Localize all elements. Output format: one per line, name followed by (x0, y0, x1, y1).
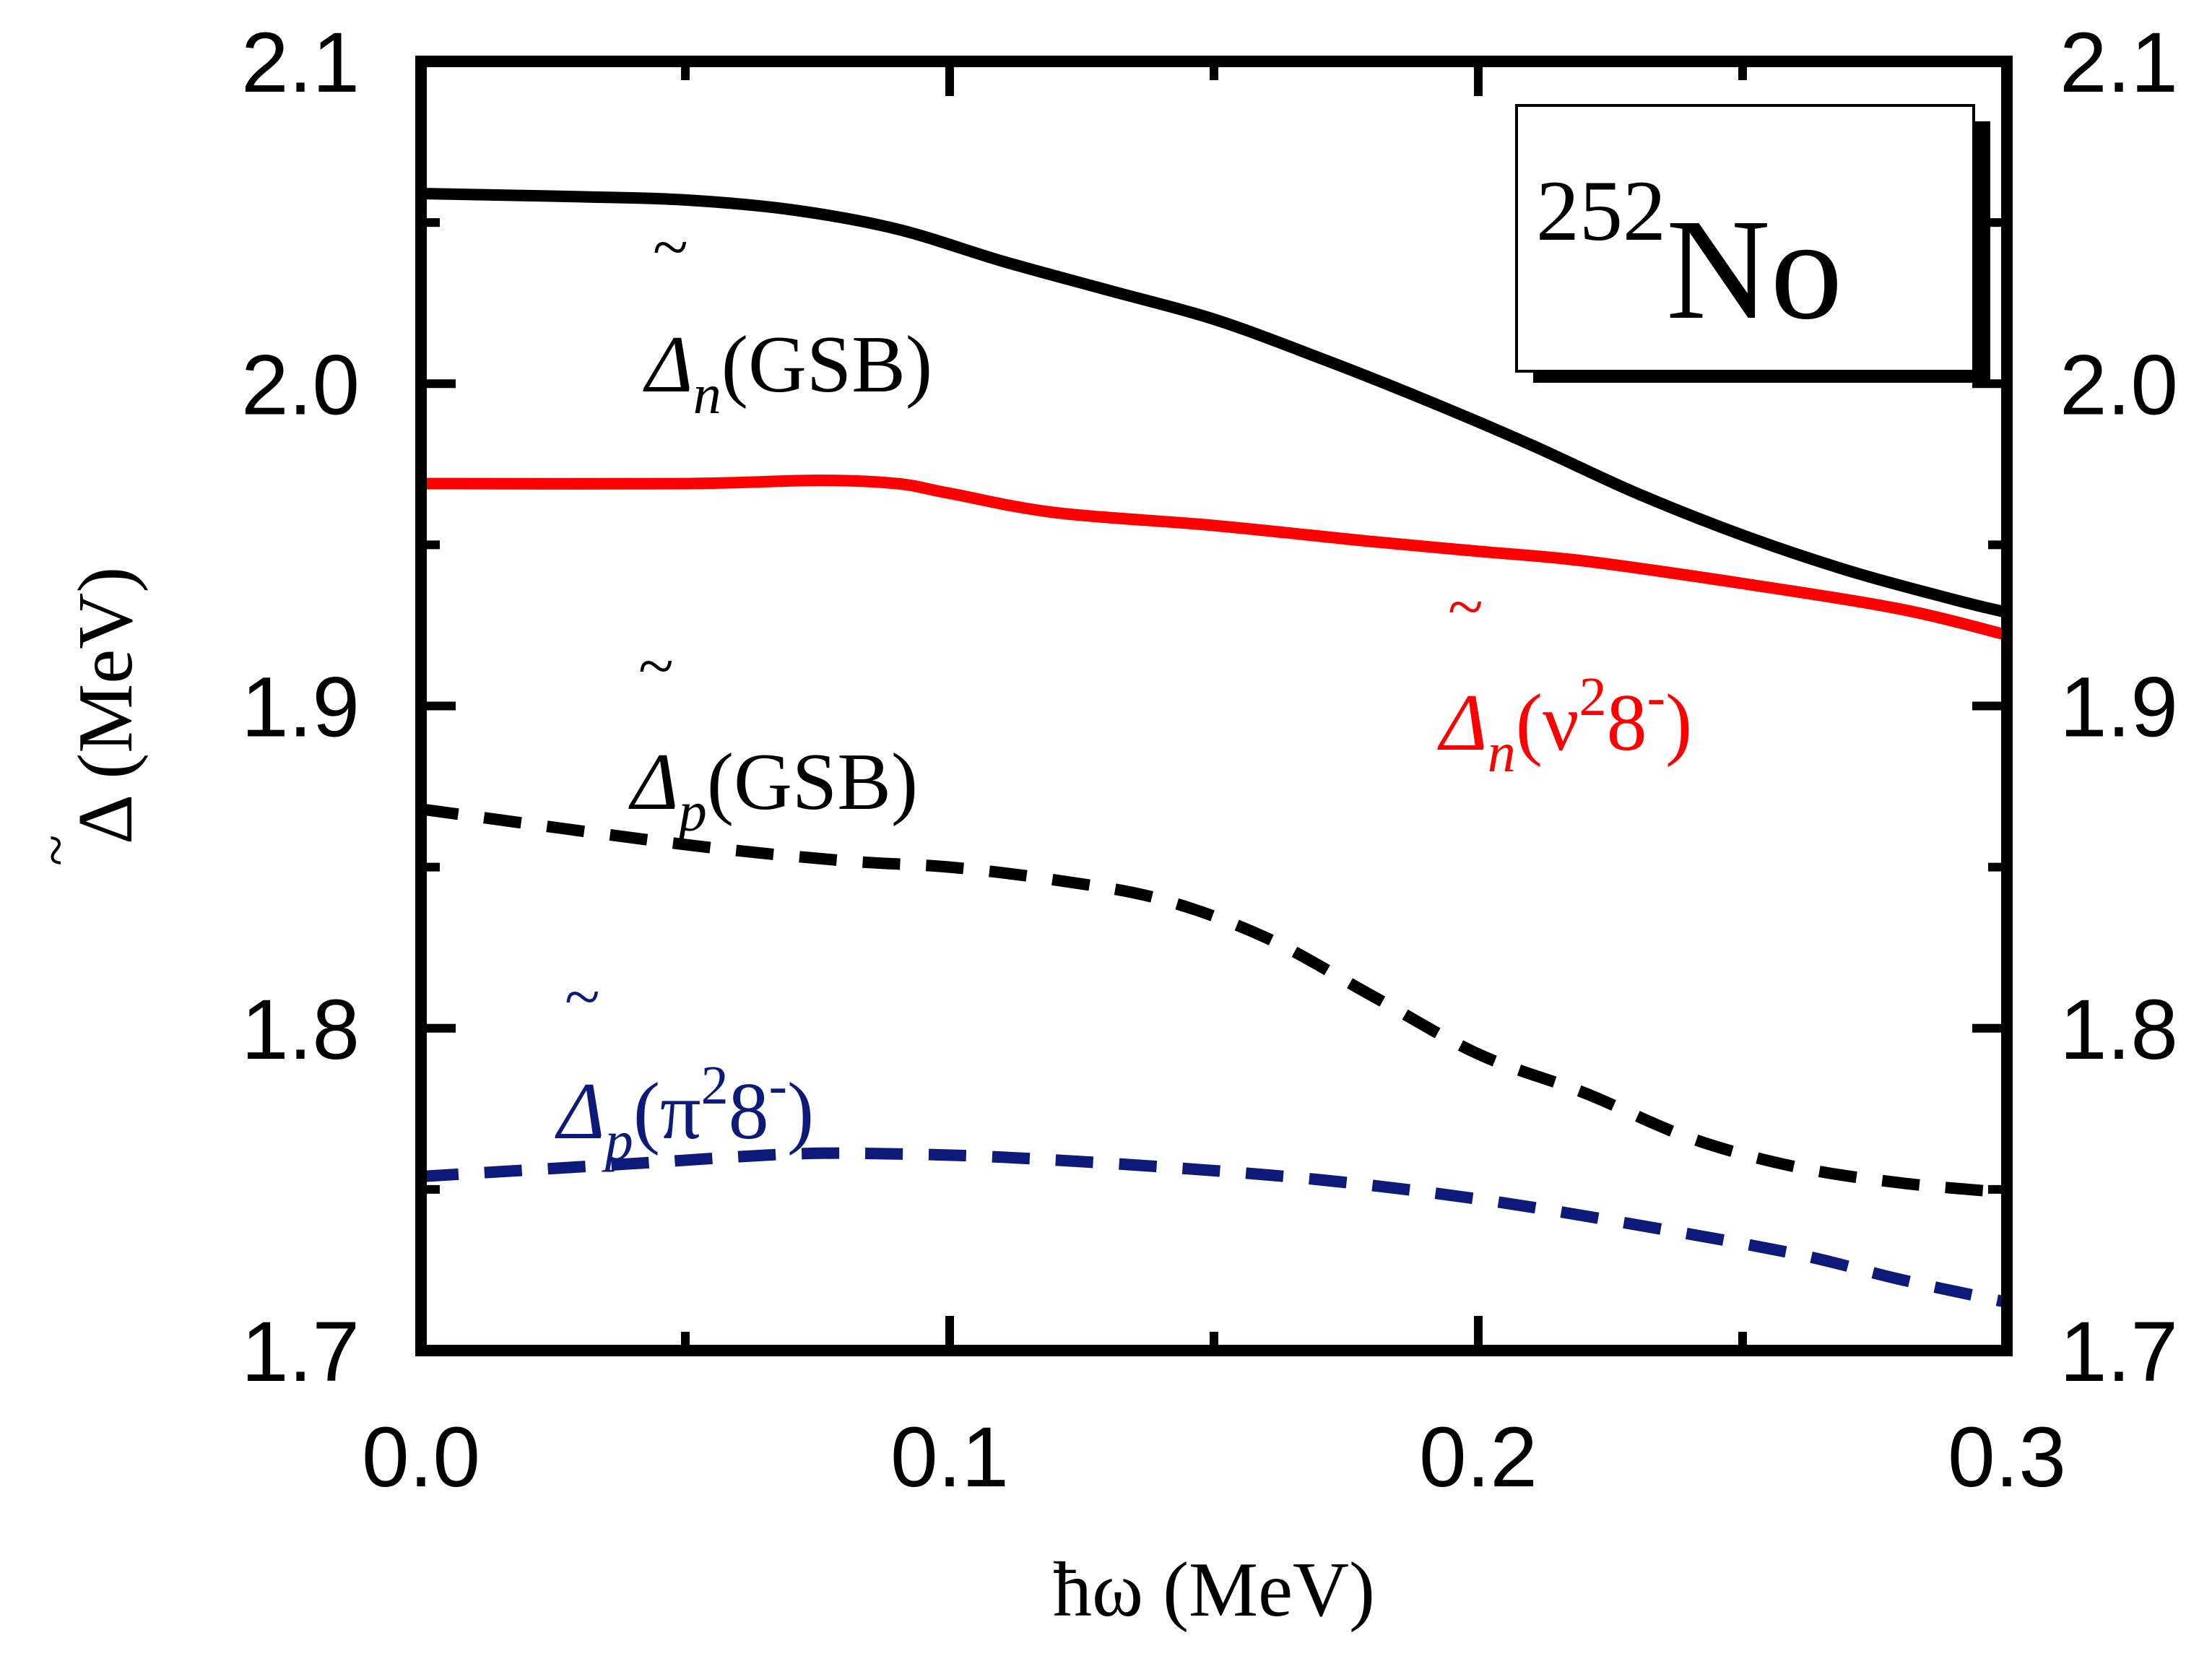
series-line-dp-gsb (420, 803, 2008, 1199)
tilde-accent: ~ (653, 212, 688, 283)
series-label-text: Δp(GSB) (628, 737, 918, 843)
tilde-accent: ~ (1448, 571, 1483, 643)
y-tick-label-left: 1.7 (241, 1304, 360, 1400)
y-axis-title-text: Δ (MeV) (63, 567, 149, 844)
y-tick-label-right: 2.0 (2060, 337, 2178, 433)
y-axis-title: Δ (MeV) ~ (25, 567, 149, 866)
nucleus-mass: 252 (1536, 162, 1666, 259)
series-label-dn-nu: ~ Δn(ν28-) (1437, 571, 1692, 784)
y-tick-label-left: 1.9 (241, 660, 360, 755)
nucleus-label-box: 252No (1515, 104, 1990, 383)
y-axis-tilde-accent: ~ (25, 835, 88, 866)
plot-frame (415, 56, 2013, 1356)
y-tick-label-left: 1.8 (241, 982, 360, 1078)
series-layer (420, 188, 2008, 1308)
y-tick-label-left: 2.1 (241, 15, 360, 110)
series-label-dp-pi: ~ Δp(π28-) (555, 961, 814, 1172)
x-tick-label: 0.2 (1419, 1410, 1537, 1505)
y-tick-label-right: 1.7 (2060, 1304, 2178, 1400)
tilde-accent: ~ (638, 630, 674, 702)
series-label-text: Δn(ν28-) (1437, 667, 1692, 784)
series-line-dn-gsb (420, 188, 2008, 618)
tilde-accent: ~ (565, 961, 600, 1033)
series-label-text: Δp(π28-) (555, 1055, 814, 1172)
series-line-dn-nu (420, 474, 2008, 641)
series-label-dn-gsb: ~ Δn(GSB) (643, 212, 932, 425)
series-label-dp-gsb: ~ Δp(GSB) (628, 630, 918, 843)
nucleus-symbol: No (1666, 190, 1842, 350)
nucleus-box (1515, 104, 1975, 373)
nucleus-label: 252No (1536, 162, 1842, 350)
y-tick-label-left: 2.0 (241, 337, 360, 433)
x-tick-label: 0.0 (362, 1410, 480, 1505)
y-tick-label-right: 2.1 (2060, 15, 2178, 110)
y-tick-label-right: 1.8 (2060, 982, 2178, 1078)
y-tick-label-right: 1.9 (2060, 660, 2178, 755)
x-tick-label: 0.3 (1948, 1410, 2066, 1505)
series-label-text: Δn(GSB) (643, 320, 932, 425)
x-tick-label: 0.1 (890, 1410, 1009, 1505)
x-axis-title: ħω (MeV) (1053, 1547, 1375, 1633)
series-line-dp-pi (420, 1147, 2008, 1308)
